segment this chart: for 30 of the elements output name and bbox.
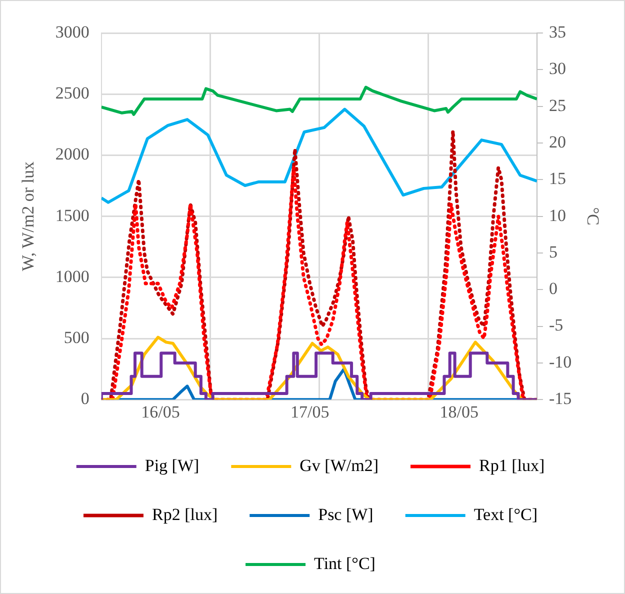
y2-tick-label: 15 bbox=[548, 169, 566, 188]
y-tick-label: 1000 bbox=[55, 266, 90, 286]
y2-tick-label: 0 bbox=[548, 279, 558, 298]
y-tick-label: 0 bbox=[80, 389, 90, 408]
x-tick-label: 18/05 bbox=[440, 402, 479, 422]
y-tick-label: 500 bbox=[64, 328, 90, 347]
y2-tick-label: -10 bbox=[548, 352, 572, 372]
y2-tick-label: 30 bbox=[548, 59, 566, 78]
legend-label: Gv [W/m2] bbox=[300, 456, 379, 475]
x-tick-label: 16/05 bbox=[141, 402, 180, 422]
legend-label: Tint [°C] bbox=[314, 554, 376, 573]
y-axis-title: W, W/m2 or lux bbox=[18, 161, 38, 272]
y-tick-label: 3000 bbox=[55, 22, 90, 42]
y2-tick-label: 25 bbox=[548, 96, 566, 115]
legend-label: Pig [W] bbox=[144, 456, 200, 475]
x-tick-label: 17/05 bbox=[290, 402, 330, 422]
y2-tick-label: 35 bbox=[548, 22, 566, 42]
legend-label: Psc [W] bbox=[318, 504, 374, 524]
y2-tick-label: 5 bbox=[548, 242, 558, 262]
y-tick-label: 2500 bbox=[55, 84, 90, 103]
y-tick-label: 2000 bbox=[55, 144, 90, 164]
y2-tick-label: -5 bbox=[548, 316, 564, 335]
legend-label: Rp2 [lux] bbox=[152, 504, 218, 524]
y2-tick-label: 10 bbox=[548, 206, 566, 225]
legend-label: Rp1 [lux] bbox=[479, 456, 545, 475]
y-tick-label: 1500 bbox=[55, 206, 90, 225]
y2-axis-title: °C bbox=[583, 207, 602, 226]
y2-tick-label: 20 bbox=[548, 132, 566, 152]
legend-label: Text [°C] bbox=[474, 504, 538, 524]
y2-tick-label: -15 bbox=[548, 389, 572, 408]
